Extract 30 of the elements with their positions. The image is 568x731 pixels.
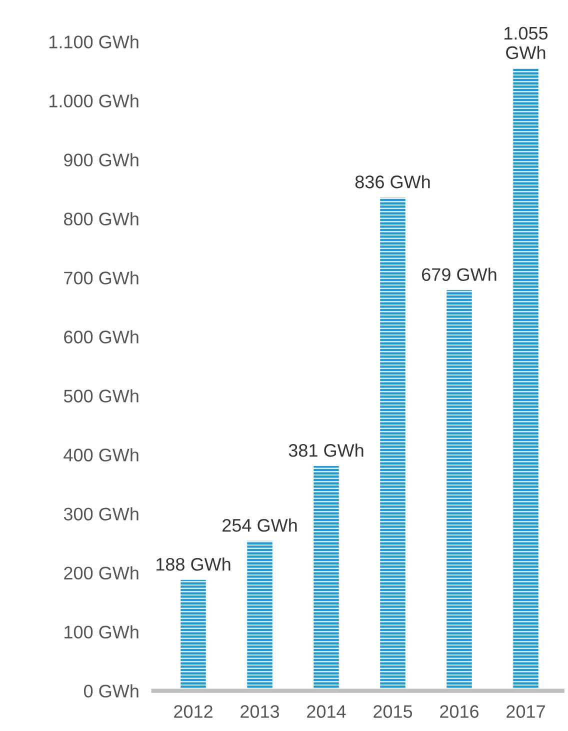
bar <box>513 68 538 691</box>
y-tick-label: 600 GWh <box>64 330 138 344</box>
y-tick-label: 200 GWh <box>64 566 138 580</box>
bar <box>446 290 472 691</box>
data-label: 679 GWh <box>422 268 496 281</box>
x-tick-label: 2017 <box>506 705 545 718</box>
y-tick-label: 300 GWh <box>64 507 138 520</box>
y-tick-label: 700 GWh <box>64 271 138 284</box>
y-tick-label: 400 GWh <box>64 448 138 462</box>
data-label: 254 GWh <box>222 518 297 532</box>
bar <box>380 197 406 691</box>
bar <box>180 580 206 691</box>
y-tick-label: 500 GWh <box>64 389 138 402</box>
x-tick-label: 2015 <box>374 705 412 718</box>
x-tick-label: 2012 <box>174 705 212 718</box>
data-label: 381 GWh <box>288 444 364 457</box>
data-label: 188 GWh <box>156 557 230 571</box>
x-tick-label: 2013 <box>240 705 280 718</box>
y-tick-label: 1.100 GWh <box>50 35 138 48</box>
x-tick-label: 2016 <box>440 705 479 718</box>
bar <box>247 540 272 691</box>
y-tick-label: 100 GWh <box>64 625 138 639</box>
bar <box>314 466 339 691</box>
y-tick-label: 800 GWh <box>64 212 138 226</box>
y-tick-label: 1.000 GWh <box>50 94 138 108</box>
x-tick-label: 2014 <box>307 705 346 718</box>
y-tick-label: 0 GWh <box>84 684 138 698</box>
data-label: 836 GWh <box>355 175 430 188</box>
y-tick-label: 900 GWh <box>64 153 138 166</box>
data-label: 1.055 GWh <box>504 26 548 60</box>
